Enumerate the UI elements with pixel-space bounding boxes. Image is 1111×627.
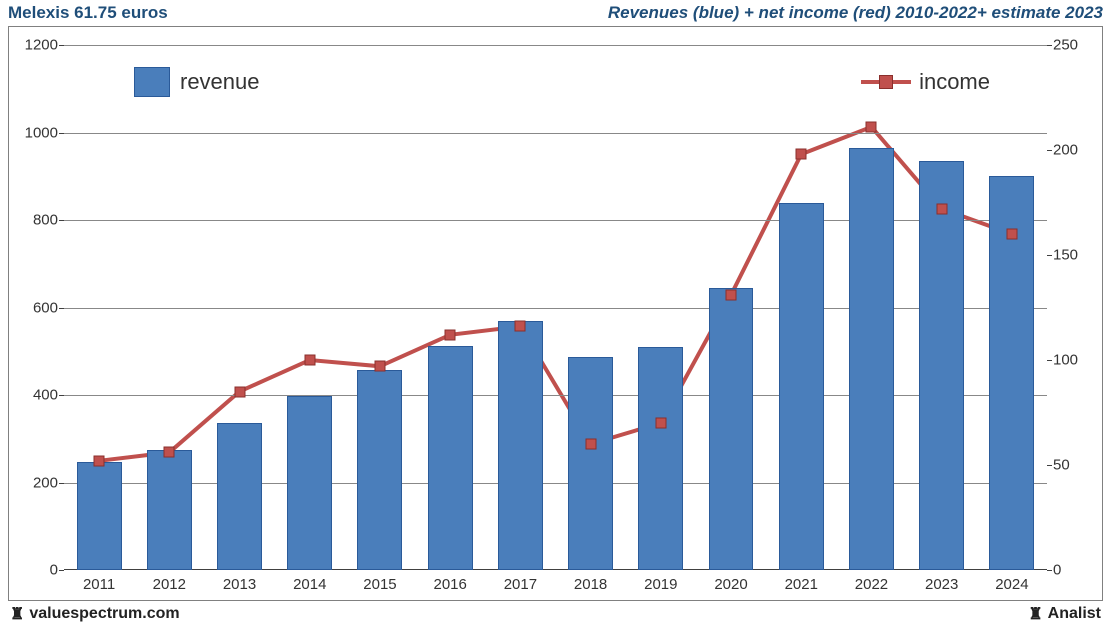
y-left-tick-mark [59,133,64,134]
income-marker [445,329,456,340]
y-right-tick-mark [1047,45,1052,46]
x-tick-label: 2024 [995,576,1028,593]
y-right-tick-mark [1047,150,1052,151]
revenue-bar [849,148,894,570]
y-left-tick-label: 1200 [18,37,58,54]
x-tick-label: 2021 [785,576,818,593]
revenue-bar [77,462,122,570]
y-right-tick-label: 250 [1053,37,1093,54]
revenue-bar [287,396,332,570]
revenue-bar [568,357,613,571]
y-left-tick-mark [59,395,64,396]
footer-right: ♜ Analist [1028,604,1101,624]
y-left-tick-mark [59,45,64,46]
revenue-bar [638,347,683,570]
income-marker [866,121,877,132]
footer-right-text: Analist [1048,605,1101,623]
gridline [64,483,1047,484]
y-right-tick-mark [1047,570,1052,571]
header-right-title: Revenues (blue) + net income (red) 2010-… [608,3,1103,23]
y-left-tick-mark [59,308,64,309]
revenue-bar [498,321,543,570]
x-tick-label: 2013 [223,576,256,593]
x-tick-label: 2017 [504,576,537,593]
income-marker [515,321,526,332]
income-marker [164,447,175,458]
income-marker [234,386,245,397]
revenue-bar [357,370,402,570]
x-tick-label: 2022 [855,576,888,593]
x-tick-label: 2019 [644,576,677,593]
gridline [64,45,1047,46]
y-left-tick-label: 600 [18,299,58,316]
header: Melexis 61.75 euros Revenues (blue) + ne… [0,0,1111,26]
y-left-tick-mark [59,483,64,484]
x-tick-label: 2020 [714,576,747,593]
revenue-bar [919,161,964,570]
income-marker [304,355,315,366]
y-right-tick-label: 50 [1053,457,1093,474]
y-left-tick-label: 1000 [18,124,58,141]
legend-income: income [861,69,990,95]
income-marker [726,289,737,300]
footer-left-text: valuespectrum.com [29,605,179,623]
y-right-tick-label: 100 [1053,352,1093,369]
chart-box: 0 200 400 600 800 1000 1200 0 50 100 150 200 250 2011… [8,26,1103,601]
revenue-bar [147,450,192,570]
y-right-tick-label: 0 [1053,562,1093,579]
x-tick-label: 2014 [293,576,326,593]
income-marker [374,361,385,372]
y-left-tick-mark [59,220,64,221]
x-tick-label: 2018 [574,576,607,593]
y-right-tick-label: 200 [1053,142,1093,159]
legend-income-swatch [861,72,911,92]
revenue-bar [779,203,824,570]
revenue-bar [709,288,754,570]
chart-container: Melexis 61.75 euros Revenues (blue) + ne… [0,0,1111,627]
income-marker [1006,229,1017,240]
y-left-tick-label: 400 [18,387,58,404]
y-right-tick-mark [1047,360,1052,361]
legend-income-marker [879,75,893,89]
x-tick-label: 2015 [363,576,396,593]
y-left-tick-mark [59,570,64,571]
income-marker [655,418,666,429]
revenue-bar [428,346,473,570]
revenue-bar [217,423,262,570]
x-tick-label: 2012 [153,576,186,593]
chess-rook-icon: ♜ [1028,604,1042,624]
gridline [64,133,1047,134]
x-tick-label: 2016 [433,576,466,593]
income-marker [796,149,807,160]
plot-area: 0200400600800100012000501001502002502011… [64,45,1047,570]
income-marker [94,455,105,466]
y-left-tick-label: 0 [18,562,58,579]
header-left-title: Melexis 61.75 euros [8,3,168,23]
income-marker [585,439,596,450]
legend-revenue-swatch [134,67,170,97]
y-left-tick-label: 200 [18,474,58,491]
footer-left: ♜ valuespectrum.com [10,604,180,624]
income-marker [936,203,947,214]
gridline [64,220,1047,221]
gridline [64,308,1047,309]
x-tick-label: 2023 [925,576,958,593]
y-right-tick-mark [1047,465,1052,466]
y-left-tick-label: 800 [18,212,58,229]
legend-income-label: income [919,69,990,95]
y-right-tick-label: 150 [1053,247,1093,264]
chess-rook-icon: ♜ [10,604,24,624]
y-right-tick-mark [1047,255,1052,256]
x-tick-label: 2011 [83,576,115,593]
gridline [64,395,1047,396]
legend-revenue-label: revenue [180,69,260,95]
legend-revenue: revenue [134,67,260,97]
